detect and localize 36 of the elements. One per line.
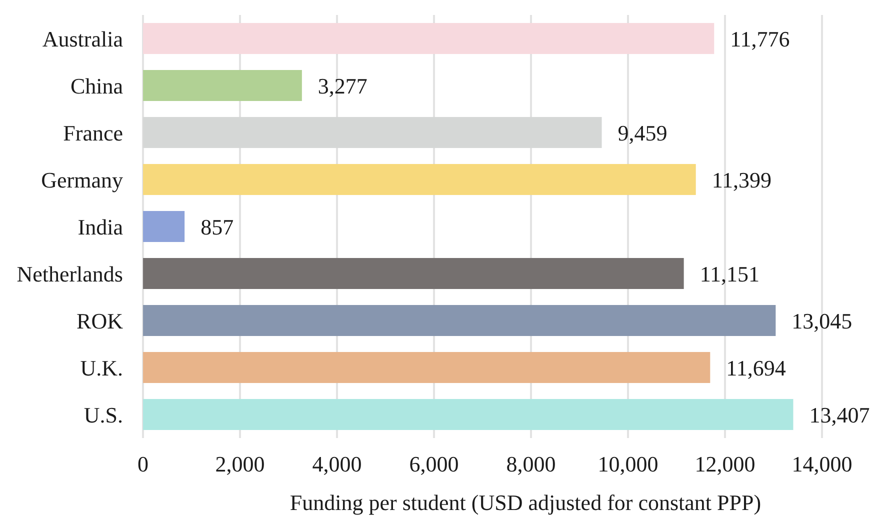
data-label: 11,694 bbox=[726, 355, 786, 380]
y-tick-label: France bbox=[63, 120, 123, 146]
bar bbox=[143, 352, 710, 383]
data-label: 11,399 bbox=[712, 167, 772, 192]
y-tick-label: India bbox=[78, 214, 124, 240]
x-tick-label: 10,000 bbox=[598, 452, 658, 477]
y-tick-label: U.K. bbox=[80, 355, 123, 380]
bar bbox=[143, 164, 696, 195]
bar bbox=[143, 304, 776, 336]
x-tick-label: 0 bbox=[138, 452, 148, 477]
data-label: 11,151 bbox=[700, 261, 760, 286]
x-tick-label: 6,000 bbox=[409, 452, 459, 477]
data-label: 11,776 bbox=[730, 26, 790, 52]
bar bbox=[143, 22, 714, 54]
x-tick-label: 8,000 bbox=[506, 452, 556, 477]
x-tick-label: 2,000 bbox=[215, 452, 265, 477]
bar bbox=[143, 116, 602, 148]
x-axis-title: Funding per student (USD adjusted for constant PPP) bbox=[290, 490, 762, 515]
bar bbox=[143, 210, 185, 242]
y-tick-label: Germany bbox=[41, 167, 123, 192]
data-label: 13,045 bbox=[792, 308, 852, 334]
data-label: 3,277 bbox=[318, 73, 368, 98]
x-tick-label: 12,000 bbox=[694, 452, 756, 477]
bar bbox=[143, 398, 794, 430]
y-tick-label: China bbox=[70, 73, 124, 98]
data-label: 13,407 bbox=[809, 402, 870, 428]
bar bbox=[143, 70, 302, 101]
x-tick-label: 4,000 bbox=[312, 452, 362, 477]
y-tick-label: ROK bbox=[76, 308, 124, 334]
y-tick-label: U.S. bbox=[84, 402, 123, 428]
x-tick-label: 14,000 bbox=[792, 452, 852, 477]
data-label: 857 bbox=[200, 214, 234, 240]
y-tick-label: Australia bbox=[42, 26, 124, 52]
y-tick-label: Netherlands bbox=[16, 261, 123, 286]
data-label: 9,459 bbox=[618, 120, 668, 146]
bar bbox=[143, 258, 684, 289]
